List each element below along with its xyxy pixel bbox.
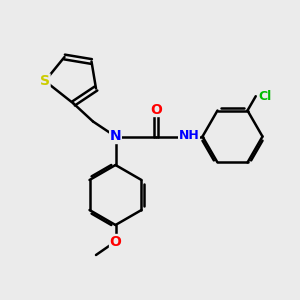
Text: O: O — [110, 235, 122, 248]
Text: Cl: Cl — [258, 90, 272, 103]
Text: S: S — [40, 74, 50, 88]
Text: N: N — [110, 130, 121, 143]
Text: O: O — [150, 103, 162, 116]
Text: NH: NH — [178, 129, 200, 142]
